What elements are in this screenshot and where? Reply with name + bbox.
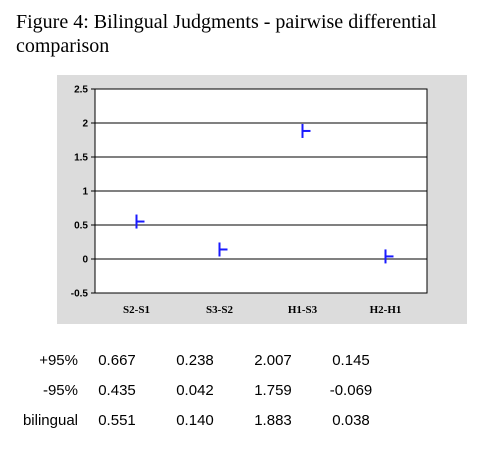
table-cell: 1.759	[254, 381, 292, 399]
y-tick-label: 0.5	[74, 221, 88, 232]
row-label-minus95: -95%	[42, 381, 78, 399]
data-point	[384, 249, 394, 264]
chart-svg: 2.5 2 1.5 1 0.5 0 -0.5 S2-S1 S3-S2 H1-S3 H2-H1	[57, 75, 467, 324]
table-cell: 0.042	[176, 381, 214, 399]
table-cell: 2.007	[254, 351, 292, 369]
table-cell: 0.238	[176, 351, 214, 369]
figure-title: Figure 4: Bilingual Judgments - pairwise…	[16, 11, 437, 57]
x-category-label: S3-S2	[206, 304, 233, 316]
table-cell: 0.667	[98, 351, 136, 369]
y-tick-label: 2	[82, 119, 88, 130]
data-point	[301, 123, 311, 138]
table-row: bilingual 0.551 0.140 1.883 0.038	[0, 405, 390, 435]
x-category-label: S2-S1	[123, 304, 150, 316]
table-cell: 0.140	[176, 411, 214, 429]
row-label-bilingual: bilingual	[22, 411, 78, 429]
x-axis-categories: S2-S1 S3-S2 H1-S3 H2-H1	[123, 304, 401, 316]
table-cell: 0.038	[332, 411, 370, 429]
y-axis-ticks: 2.5 2 1.5 1 0.5 0 -0.5	[71, 85, 95, 300]
table-cell: 0.145	[332, 351, 370, 369]
table-cell: 0.551	[98, 411, 136, 429]
chart: 2.5 2 1.5 1 0.5 0 -0.5 S2-S1 S3-S2 H1-S3 H2-H1	[57, 75, 467, 324]
table-row: +95% 0.667 0.238 2.007 0.145	[0, 345, 390, 375]
grid-layer	[95, 122, 427, 260]
table-cell: -0.069	[329, 381, 373, 399]
table-cell: 0.435	[98, 381, 136, 399]
data-point	[218, 242, 228, 257]
confidence-table: +95% 0.667 0.238 2.007 0.145 -95% 0.435 …	[0, 345, 390, 435]
y-tick-label: 2.5	[74, 85, 88, 96]
table-row: -95% 0.435 0.042 1.759 -0.069	[0, 375, 390, 405]
row-label-plus95: +95%	[39, 351, 78, 369]
data-point	[135, 214, 145, 229]
y-tick-label: 0	[82, 255, 88, 266]
x-category-label: H2-H1	[370, 304, 402, 316]
y-tick-label: 1	[82, 187, 88, 198]
y-tick-label: 1.5	[74, 153, 88, 164]
markers	[135, 123, 394, 264]
table-cell: 1.883	[254, 411, 292, 429]
x-category-label: H1-S3	[288, 304, 318, 316]
y-tick-label: -0.5	[71, 289, 89, 300]
